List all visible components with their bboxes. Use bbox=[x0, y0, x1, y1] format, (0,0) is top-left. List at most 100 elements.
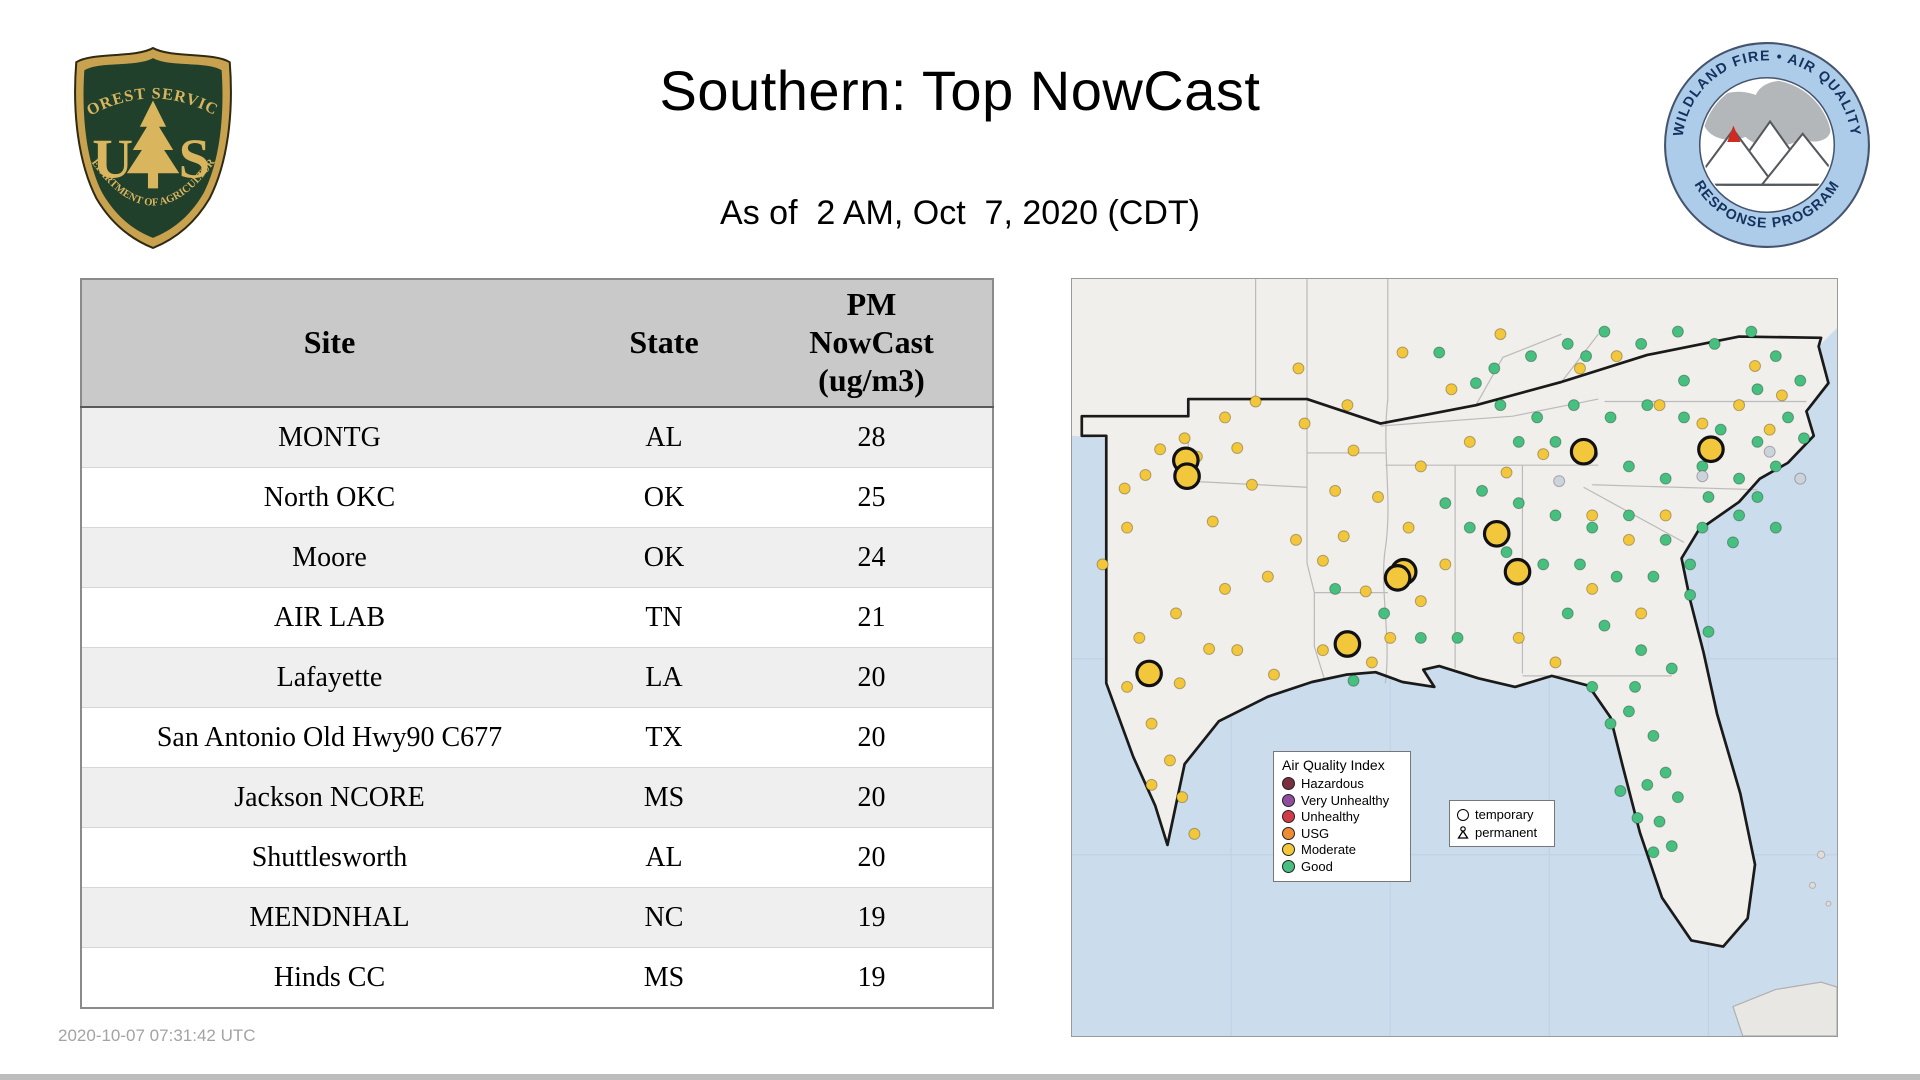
monitor-dot bbox=[1329, 582, 1342, 595]
monitor-dot bbox=[1439, 497, 1452, 510]
monitor-dot bbox=[1145, 778, 1158, 791]
aqi-legend: Air Quality Index Hazardous Very Unhealth… bbox=[1273, 751, 1411, 882]
monitor-dot bbox=[1488, 362, 1501, 375]
monitor-dot bbox=[1763, 445, 1776, 458]
aqi-color-swatch bbox=[1282, 777, 1295, 790]
monitor-dot bbox=[1769, 460, 1782, 473]
monitor-dot bbox=[1714, 423, 1727, 436]
monitor-dot bbox=[1525, 350, 1537, 363]
table-cell: TX bbox=[577, 707, 751, 768]
table-cell: LA bbox=[577, 647, 751, 708]
monitor-dot bbox=[1537, 448, 1550, 461]
table-cell: Lafayette bbox=[81, 647, 577, 708]
aqi-color-swatch bbox=[1282, 810, 1295, 823]
table-cell: AIR LAB bbox=[81, 587, 577, 648]
monitor-dot bbox=[1769, 521, 1782, 534]
aqi-legend-label: USG bbox=[1301, 825, 1330, 841]
table-row: Moore OK 24 bbox=[81, 527, 993, 588]
monitor-dot bbox=[1414, 595, 1427, 608]
monitor-dot bbox=[1653, 399, 1666, 412]
monitor-dot bbox=[1573, 558, 1586, 571]
monitor-dot bbox=[1653, 815, 1666, 828]
monitor-dot bbox=[1494, 399, 1507, 412]
monitor-dot bbox=[1697, 435, 1725, 464]
monitor-dot bbox=[1665, 662, 1678, 675]
mountains-icon bbox=[1701, 119, 1833, 186]
monitor-dot bbox=[1463, 521, 1476, 534]
monitor-dot bbox=[1573, 362, 1586, 375]
table-row: Jackson NCORE MS 20 bbox=[81, 767, 993, 828]
table-cell: 20 bbox=[751, 827, 993, 888]
aqi-color-swatch bbox=[1282, 793, 1295, 807]
monitor-dot bbox=[1203, 642, 1216, 655]
monitor-dot bbox=[1671, 791, 1684, 804]
monitor-dot bbox=[1512, 435, 1525, 448]
monitor-dot bbox=[1641, 778, 1654, 791]
monitor-dot bbox=[1586, 680, 1599, 693]
monitor-dot bbox=[1665, 840, 1678, 853]
monitor-dot bbox=[1503, 557, 1532, 586]
monitor-dot bbox=[1500, 546, 1513, 559]
table-row: Shuttlesworth AL 20 bbox=[81, 827, 993, 888]
aqi-color-swatch bbox=[1282, 843, 1295, 856]
monitor-dot bbox=[1733, 399, 1746, 412]
smoke-cloud-icon bbox=[1702, 80, 1833, 147]
monitor-dot bbox=[1118, 482, 1131, 495]
monitor-dot bbox=[1702, 491, 1715, 504]
monitor-dot bbox=[1188, 827, 1201, 840]
monitor-dot bbox=[1553, 475, 1566, 488]
monitor-dot bbox=[1726, 536, 1739, 549]
table-cell: OK bbox=[577, 527, 751, 588]
table-cell: NC bbox=[577, 887, 751, 948]
monitor-dot bbox=[1696, 470, 1709, 483]
aqi-legend-label: Hazardous bbox=[1301, 776, 1364, 791]
page-title: Southern: Top NowCast bbox=[659, 59, 1261, 122]
monitor-dot bbox=[1173, 677, 1186, 690]
monitor-dot bbox=[1231, 442, 1244, 455]
table-cell: 20 bbox=[751, 707, 993, 768]
nowcast-table-wrap: Site State PM NowCast (ug/m3) MONTG AL 28 N… bbox=[80, 278, 994, 1009]
monitor-dot bbox=[1249, 395, 1262, 408]
monitor-dot bbox=[1219, 411, 1231, 424]
table-cell: 25 bbox=[751, 467, 993, 528]
monitor-dot bbox=[1622, 460, 1635, 473]
aqi-color-swatch bbox=[1282, 826, 1295, 840]
monitor-dot bbox=[1359, 585, 1372, 598]
monitor-dot bbox=[1586, 582, 1599, 595]
top-site-markers bbox=[1135, 435, 1725, 688]
table-cell: 28 bbox=[751, 406, 993, 468]
monitor-dot bbox=[1439, 558, 1452, 571]
monitor-dot bbox=[1604, 717, 1617, 730]
monitor-dot bbox=[1708, 337, 1721, 350]
dots-good bbox=[1329, 325, 1810, 859]
table-row: AIR LAB TN 21 bbox=[81, 587, 993, 648]
monitor-dot bbox=[1176, 791, 1189, 804]
monitor-dot bbox=[1383, 564, 1412, 592]
monitor-dot bbox=[1569, 437, 1598, 466]
table-cell: MS bbox=[577, 947, 751, 1008]
col-header-state: State bbox=[577, 279, 751, 408]
monitor-dot bbox=[1372, 491, 1384, 504]
monitor-dot bbox=[1622, 533, 1635, 546]
monitor-dot bbox=[1549, 656, 1562, 669]
monitor-dot bbox=[1402, 521, 1415, 534]
monitor-dot bbox=[1598, 619, 1611, 632]
monitor-dot bbox=[1586, 509, 1599, 522]
aqi-legend-item: Unhealthy bbox=[1282, 810, 1402, 823]
monitor-dot bbox=[1610, 350, 1623, 363]
monitor-dot bbox=[1678, 411, 1690, 424]
table-cell: AL bbox=[577, 827, 751, 888]
symbol-legend: temporary permanent bbox=[1449, 800, 1555, 848]
monitor-dot bbox=[1751, 383, 1764, 396]
table-cell: 21 bbox=[751, 587, 993, 648]
monitor-dot bbox=[1537, 558, 1550, 571]
usfs-tree-icon bbox=[126, 100, 180, 189]
table-cell: San Antonio Old Hwy90 C677 bbox=[81, 707, 577, 768]
wfaqrp-logo: WILDLAND FIRE • AIR QUALITY RESPONSE PRO… bbox=[1664, 42, 1870, 248]
monitor-dot bbox=[1604, 411, 1617, 424]
table-row: MENDNHAL NC 19 bbox=[81, 887, 993, 948]
monitor-dot bbox=[1121, 680, 1134, 693]
monitor-dot bbox=[1567, 399, 1580, 412]
monitor-dot bbox=[1500, 466, 1513, 479]
